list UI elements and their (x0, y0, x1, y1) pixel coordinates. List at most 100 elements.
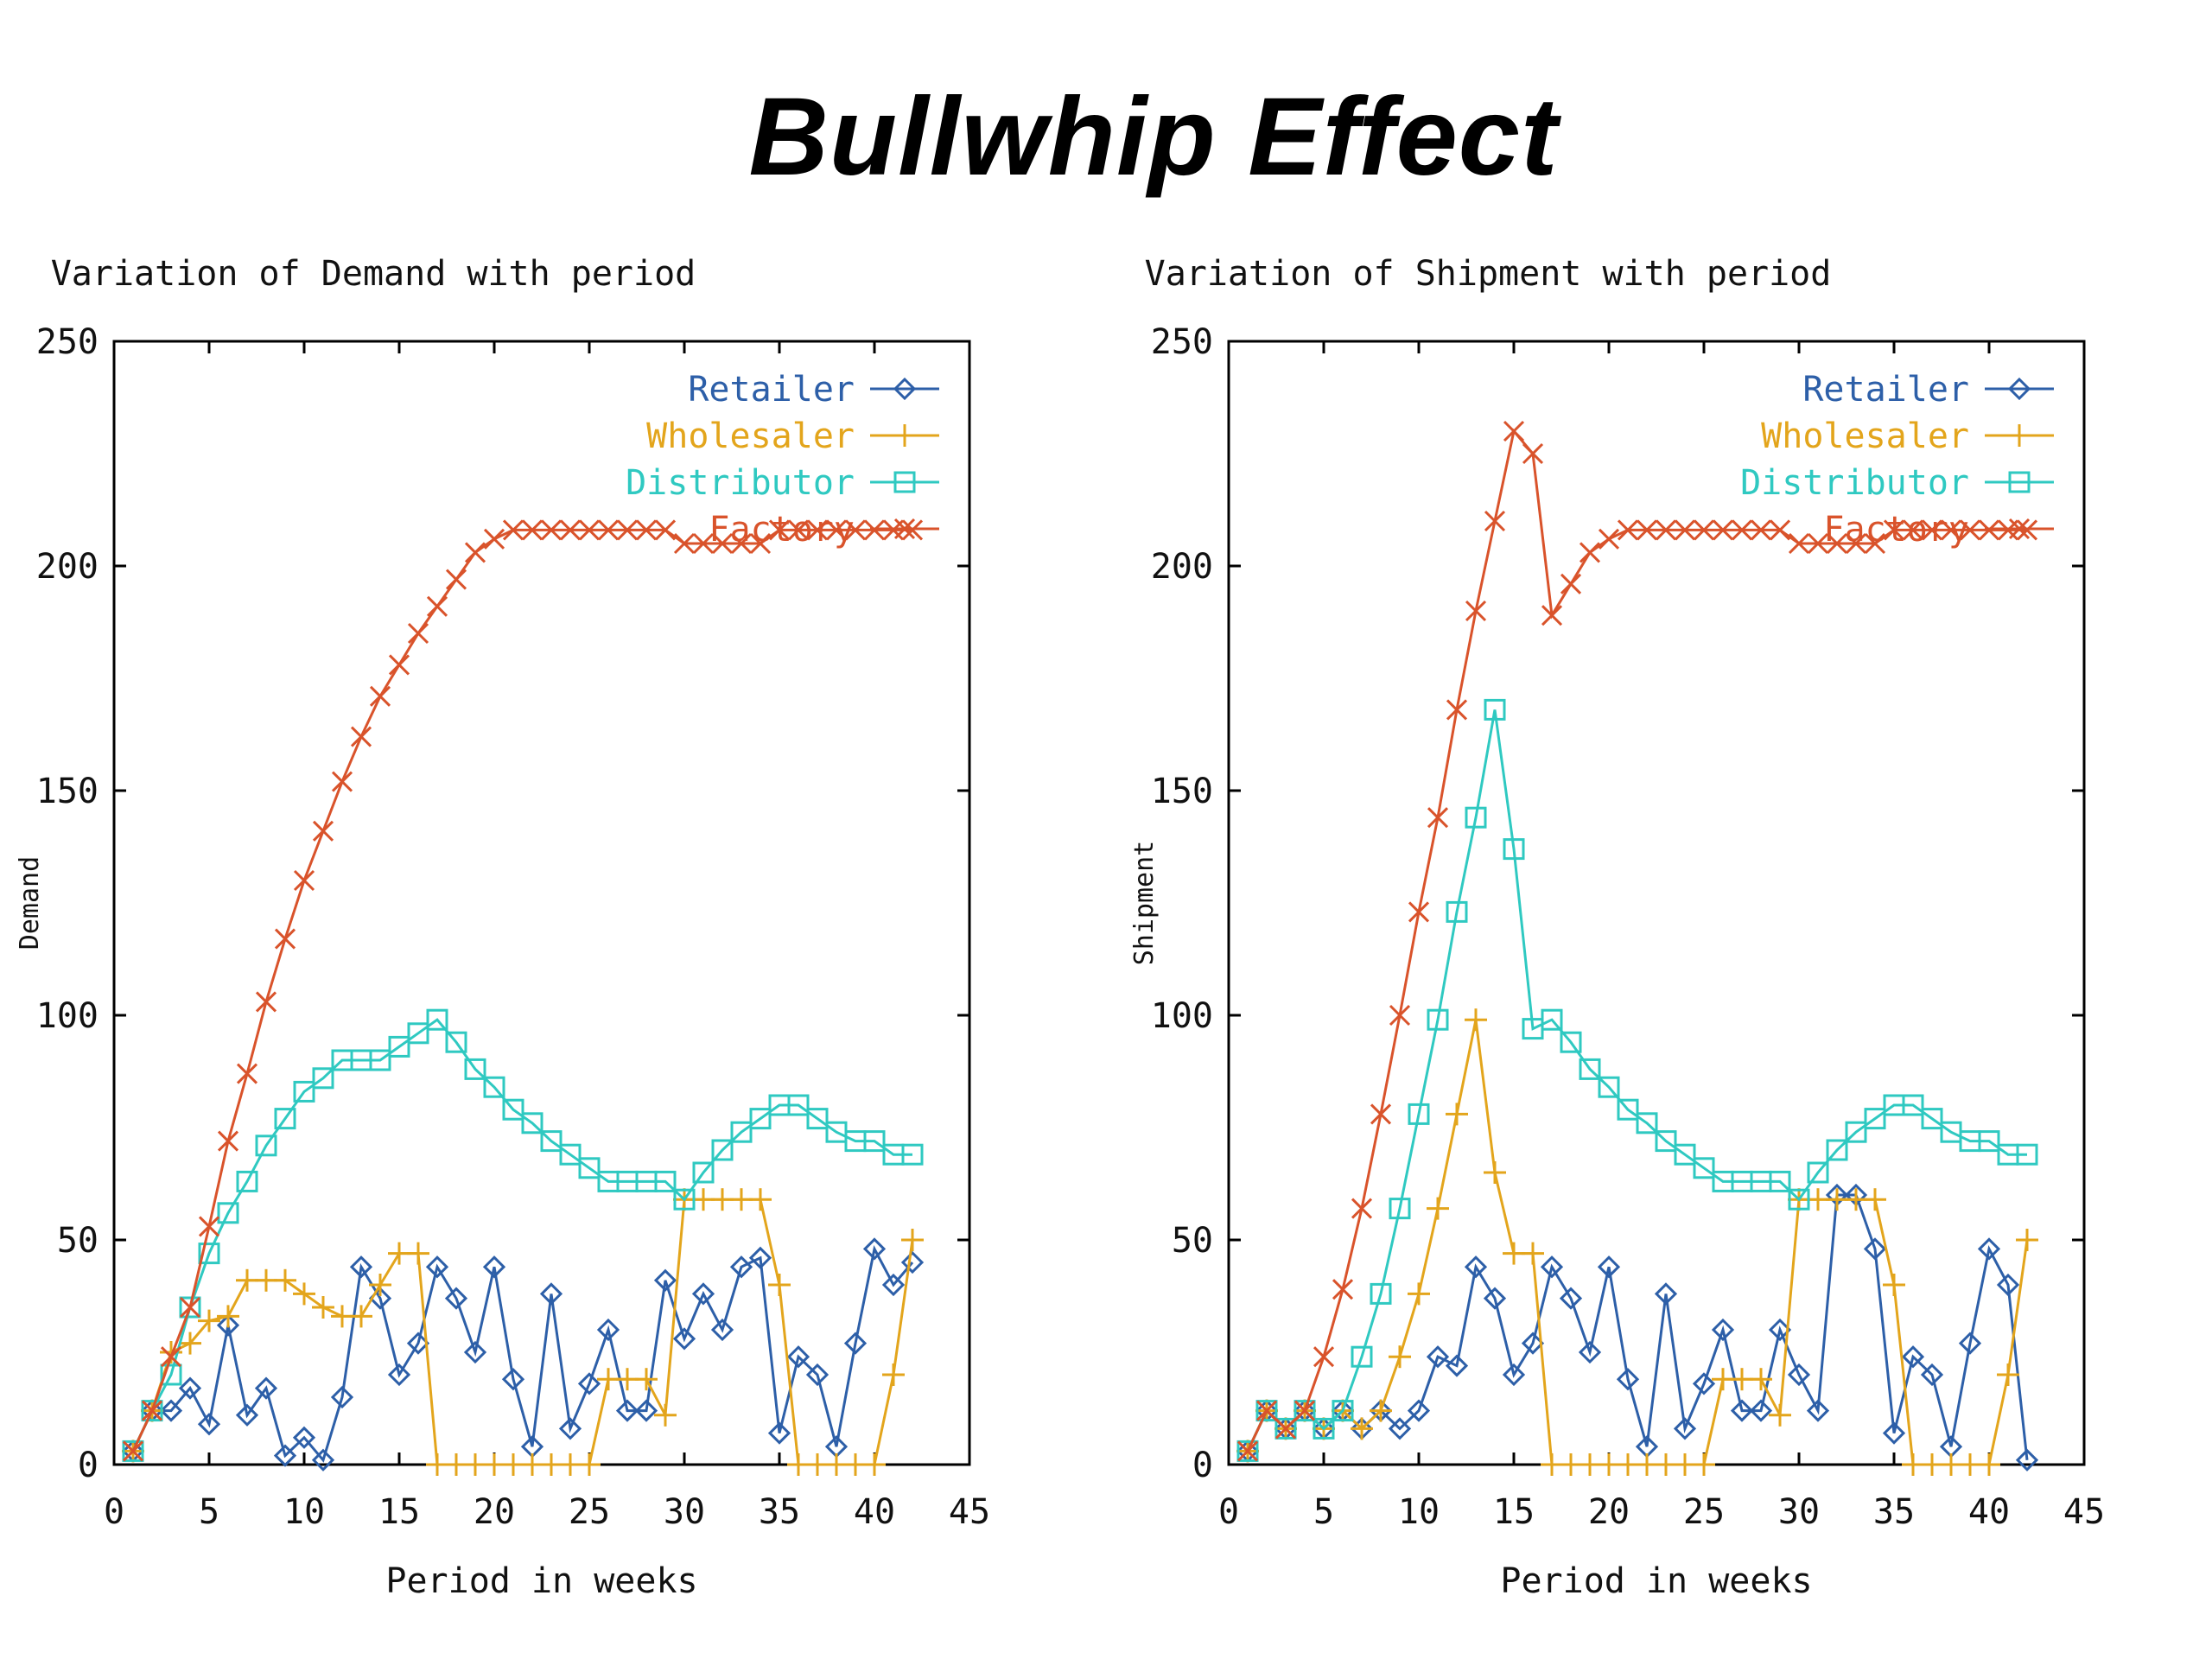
data-point (198, 1216, 220, 1237)
data-point (1465, 600, 1487, 622)
data-point (1484, 698, 1506, 721)
series-wholesaler (1236, 1008, 2038, 1476)
data-point (1749, 1399, 1773, 1422)
data-point-stroke (692, 532, 715, 555)
data-point (806, 519, 829, 541)
data-point (217, 1202, 239, 1224)
x-tick-label: 20 (1588, 1492, 1630, 1532)
data-point (1940, 519, 1962, 541)
x-tick-label: 5 (199, 1492, 219, 1532)
legend-label: Retailer (1802, 370, 1969, 410)
data-point (559, 519, 582, 541)
data-point (293, 869, 315, 892)
y-tick-label: 200 (36, 547, 99, 587)
data-point (463, 1340, 487, 1364)
data-point (711, 532, 734, 555)
data-point (1693, 519, 1715, 541)
series-line (131, 1244, 914, 1463)
legend-item-factory: Factory (709, 510, 939, 550)
data-point (2015, 1448, 2039, 1471)
data-point (1427, 1197, 1449, 1220)
data-point (1521, 1332, 1545, 1355)
data-point (1921, 1453, 1943, 1476)
x-tick-label: 25 (569, 1492, 610, 1532)
data-point (1313, 1417, 1335, 1440)
data-point (1807, 1188, 1829, 1211)
y-tick-label: 0 (1192, 1446, 1213, 1485)
data-point (1388, 1417, 1412, 1440)
data-point (274, 1108, 296, 1130)
data-point (893, 518, 916, 540)
data-point-stroke (1636, 519, 1658, 541)
data-point (710, 1318, 734, 1342)
data-point (349, 1255, 373, 1279)
data-point (616, 519, 639, 541)
data-point (539, 1282, 563, 1306)
data-point (217, 1130, 239, 1152)
data-point (388, 654, 410, 676)
data-point (464, 542, 486, 563)
data-point-stroke (312, 820, 334, 842)
data-point (1769, 519, 1791, 541)
data-point-stroke (369, 685, 391, 707)
data-point (407, 1022, 429, 1045)
data-point-stroke (1674, 519, 1696, 541)
data-point (179, 1296, 201, 1319)
data-point (1597, 1255, 1621, 1279)
series-factory (122, 519, 924, 1462)
data-point (578, 1157, 601, 1179)
data-point-stroke (1274, 1418, 1297, 1440)
data-point-stroke (445, 569, 467, 590)
data-point (1864, 532, 1886, 555)
data-point (1674, 1143, 1696, 1166)
data-point (1826, 1139, 1848, 1161)
data-point-stroke (1503, 420, 1525, 442)
data-point-stroke (787, 519, 810, 541)
legend: Retailer Wholesaler Distributor Factory (626, 370, 939, 550)
data-point (1788, 1188, 1810, 1211)
data-point-stroke (1351, 1198, 1373, 1219)
data-point-stroke (1940, 519, 1962, 541)
legend-label: Factory (709, 510, 855, 550)
data-point (1426, 1345, 1450, 1369)
data-point (330, 1385, 354, 1409)
data-point-stroke (893, 518, 916, 540)
data-point (1864, 1108, 1886, 1130)
data-point (654, 519, 677, 541)
data-point (1255, 1400, 1278, 1421)
data-point (893, 424, 916, 447)
data-point (331, 1305, 353, 1328)
data-point (1674, 1453, 1696, 1476)
data-point-stroke (559, 519, 582, 541)
data-point-stroke (844, 519, 867, 541)
data-point (1503, 838, 1525, 861)
data-point-stroke (1370, 1103, 1392, 1125)
y-tick-label: 250 (36, 322, 99, 362)
data-point (1864, 1188, 1886, 1211)
data-point (749, 1108, 772, 1130)
data-point (729, 1255, 753, 1279)
data-point-stroke (1598, 528, 1620, 550)
data-point-stroke (1750, 519, 1772, 541)
data-point (1787, 1363, 1811, 1387)
data-point (501, 1368, 525, 1391)
data-point (692, 1161, 715, 1184)
data-point (141, 1400, 163, 1421)
data-point (1408, 901, 1430, 923)
series-line (1246, 1019, 2029, 1466)
data-point-stroke (1902, 519, 1924, 541)
data-point (711, 1139, 734, 1161)
data-point (1351, 1417, 1373, 1440)
data-point-stroke (616, 519, 639, 541)
data-point-stroke (2008, 518, 2031, 540)
data-point (578, 519, 601, 541)
data-point (1484, 510, 1506, 532)
data-point-stroke (1389, 1004, 1411, 1027)
data-point (1806, 1399, 1830, 1422)
data-point (1617, 519, 1639, 541)
data-point (350, 726, 372, 747)
data-point-stroke (521, 519, 543, 541)
data-point (1274, 1417, 1297, 1440)
data-point (1883, 519, 1905, 541)
data-point (1503, 420, 1525, 442)
